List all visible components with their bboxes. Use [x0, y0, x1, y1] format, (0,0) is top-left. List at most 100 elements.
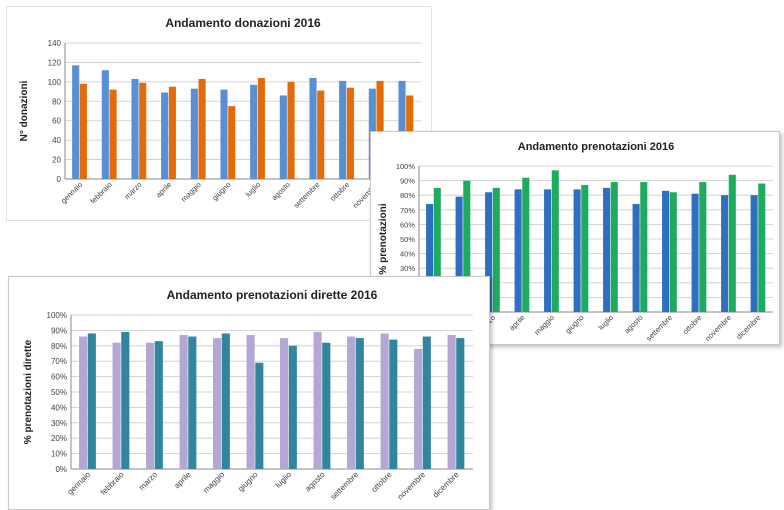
bar-series-1-settembre [309, 77, 317, 179]
x-tick-label-aprile: aprile [154, 180, 173, 199]
y-tick-label: 100% [396, 162, 416, 171]
bar-series-2-agosto [287, 81, 295, 179]
bar-series-1-agosto [313, 331, 322, 469]
bar-series-2-febbraio [463, 180, 471, 312]
x-tick-label-dicembre: dicembre [431, 470, 461, 500]
x-tick-label-giugno: giugno [236, 470, 260, 494]
bar-series-1-giugno [246, 335, 255, 469]
y-tick-label: 30% [400, 264, 415, 273]
bar-series-1-aprile [179, 335, 188, 469]
bar-series-1-gennaio [426, 203, 434, 312]
bar-series-1-marzo [146, 342, 155, 469]
chart-donazioni: Andamento donazioni 2016 0 20 40 60 80 100 120 1… [19, 16, 421, 210]
y-tick-label: 140 [48, 39, 62, 48]
bar-series-1-luglio [280, 338, 289, 469]
bar-series-2-aprile [168, 86, 176, 179]
y-tick-label: 10% [51, 450, 67, 459]
x-tick-label-settembre: settembre [644, 313, 674, 343]
x-tick-label-giugno: giugno [563, 313, 585, 335]
bar-series-1-settembre [347, 336, 356, 469]
chart-prenotazioni-dirette-panel: Andamento prenotazioni dirette 2016 0% 10%… [8, 276, 490, 510]
bar-series-1-dicembre [750, 195, 758, 312]
bar-series-2-giugno [228, 106, 236, 179]
x-tick-label-ottobre: ottobre [681, 313, 704, 336]
bar-series-2-ottobre [346, 87, 354, 179]
bar-series-1-maggio [213, 338, 222, 469]
x-tick-label-novembre: novembre [703, 313, 733, 343]
y-tick-label: 20 [52, 156, 61, 165]
chart-prenotazioni: Andamento prenotazioni 20160%10%20%30%40… [378, 141, 773, 343]
chart-title: Andamento donazioni 2016 [165, 16, 321, 30]
bar-series-1-giugno [220, 89, 228, 179]
y-tick-label: 90% [400, 177, 415, 186]
x-tick-label-dicembre: dicembre [734, 313, 762, 341]
y-tick-label: 80 [52, 97, 61, 106]
y-tick-label: 40% [51, 403, 67, 412]
x-tick-label-agosto: agosto [270, 180, 292, 202]
bar-series-1-luglio [250, 84, 258, 179]
y-tick-label: 40% [400, 250, 415, 259]
bar-series-2-giugno [581, 184, 589, 312]
bar-series-1-maggio [544, 189, 552, 312]
bar-series-2-giugno [255, 362, 264, 469]
bar-series-1-ottobre [380, 333, 389, 469]
y-tick-label: 90% [51, 326, 67, 335]
bar-series-1-agosto [279, 95, 287, 179]
bar-series-2-gennaio [87, 333, 96, 469]
bar-series-2-maggio [198, 78, 206, 179]
y-tick-label: 120 [48, 58, 62, 67]
bar-series-1-aprile [161, 92, 169, 179]
x-tick-label-aprile: aprile [172, 470, 193, 491]
x-tick-label-agosto: agosto [622, 313, 644, 335]
bar-series-2-ottobre [699, 182, 707, 312]
chart-prenotazioni-dirette: Andamento prenotazioni dirette 2016 0% 10%… [23, 288, 473, 502]
bar-series-2-marzo [492, 187, 500, 312]
bar-series-1-marzo [485, 192, 493, 312]
y-tick-label: 70% [51, 357, 67, 366]
y-tick-label: 80% [400, 191, 415, 200]
bar-series-1-giugno [573, 189, 581, 312]
x-tick-label-giugno: giugno [210, 180, 232, 202]
bar-series-1-febbraio [455, 196, 463, 312]
y-tick-label: 50% [400, 235, 415, 244]
bar-series-1-novembre [414, 348, 423, 469]
x-tick-label-luglio: luglio [596, 313, 615, 332]
x-tick-label-maggio: maggio [201, 470, 226, 495]
x-tick-label-marzo: marzo [122, 180, 143, 201]
bar-series-2-marzo [154, 341, 163, 469]
bar-series-2-luglio [257, 77, 265, 179]
bar-series-1-gennaio [72, 65, 80, 179]
bar-series-1-marzo [131, 78, 139, 179]
bar-series-1-aprile [514, 189, 522, 312]
bar-series-2-febbraio [121, 331, 130, 469]
bar-series-2-novembre [728, 174, 736, 312]
y-tick-label: 50% [51, 388, 67, 397]
y-axis-label: % prenotazioni [378, 203, 389, 274]
bar-series-2-settembre [355, 338, 364, 469]
x-tick-label-febbraio: febbraio [88, 180, 114, 206]
bar-series-1-luglio [603, 187, 611, 312]
bar-series-1-ottobre [691, 193, 699, 312]
bar-series-1-dicembre [447, 335, 456, 469]
bar-series-2-settembre [317, 90, 325, 179]
x-tick-label-luglio: luglio [243, 180, 262, 199]
bar-series-2-gennaio [433, 187, 441, 312]
bar-series-2-aprile [522, 177, 530, 312]
x-tick-label-novembre: novembre [396, 470, 428, 502]
bar-series-1-gennaio [79, 336, 88, 469]
y-tick-label: 80% [51, 342, 67, 351]
bar-series-2-maggio [551, 170, 559, 312]
bar-series-2-agosto [322, 342, 331, 469]
y-axis-label: N° donazioni [19, 80, 30, 141]
chart-title: Andamento prenotazioni 2016 [518, 141, 674, 153]
y-tick-label: 60% [400, 220, 415, 229]
x-tick-label-luglio: luglio [274, 470, 294, 490]
bar-series-2-luglio [288, 345, 297, 469]
y-tick-label: 100% [47, 311, 67, 320]
bar-series-2-dicembre [758, 183, 766, 312]
bar-series-2-gennaio [79, 83, 87, 179]
x-tick-label-maggio: maggio [532, 313, 556, 337]
bar-series-1-febbraio [101, 70, 109, 179]
y-tick-label: 100 [48, 78, 62, 87]
x-tick-label-febbraio: febbraio [99, 470, 126, 497]
